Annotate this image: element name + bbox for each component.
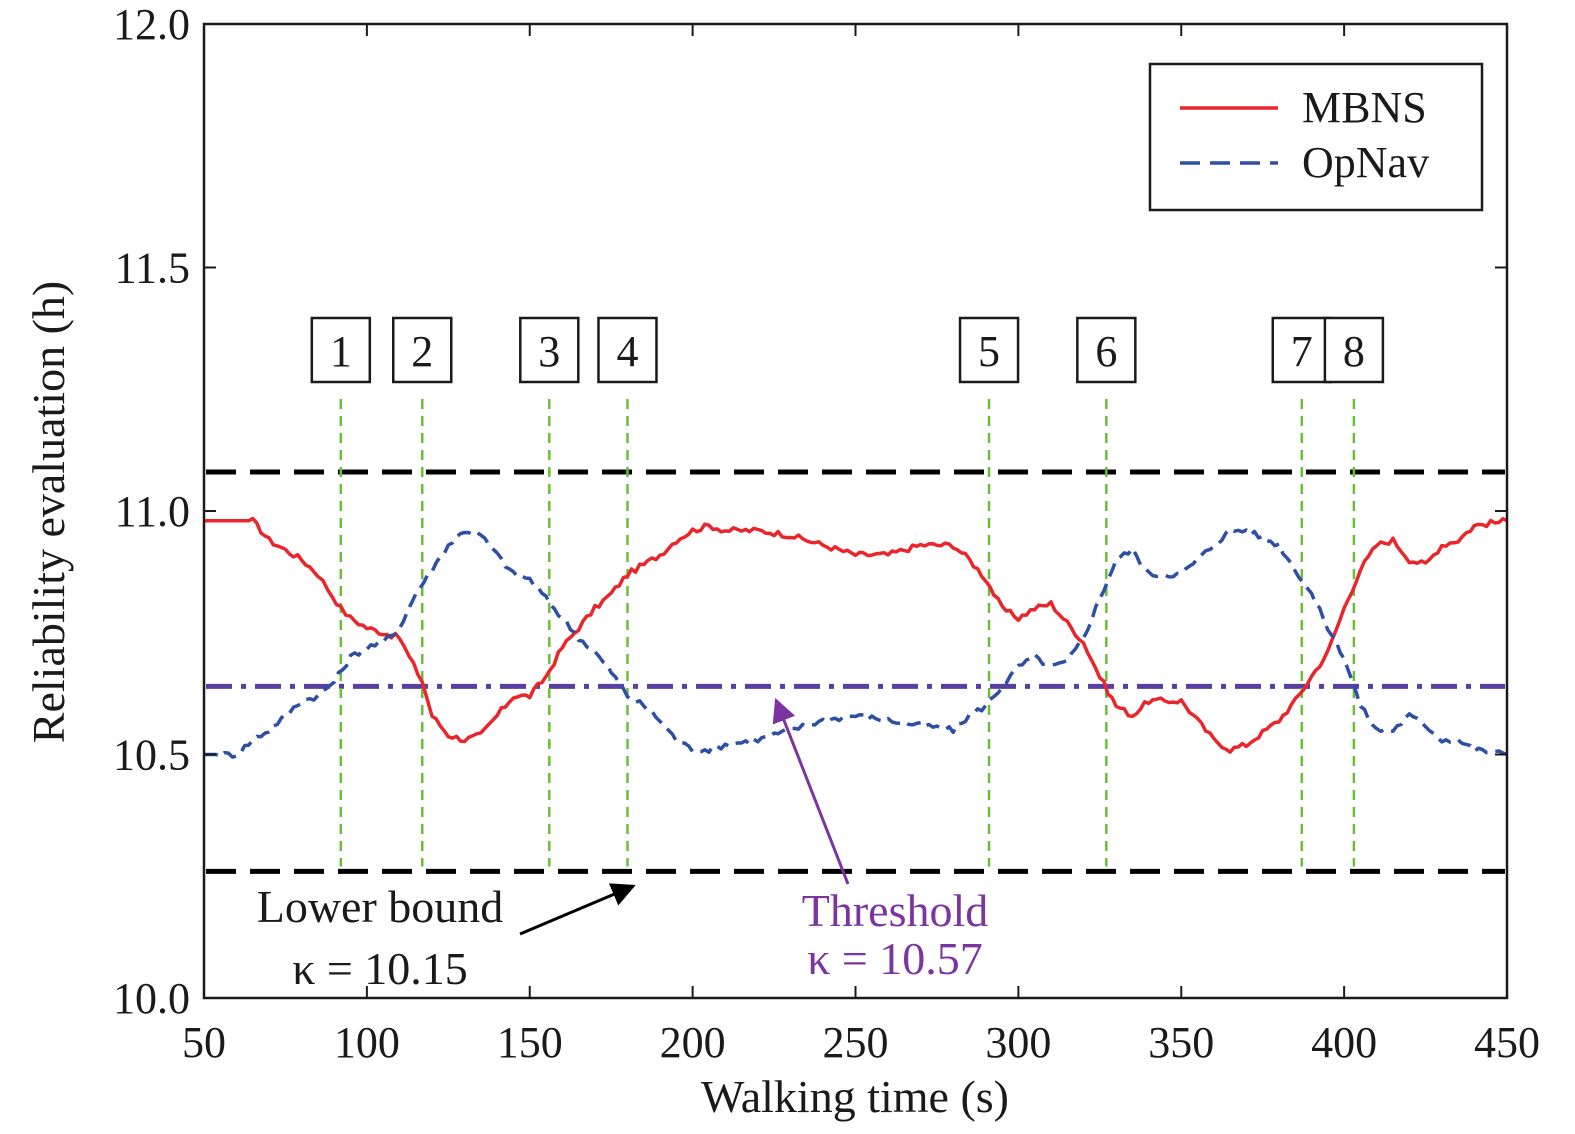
annotation-lower-bound-arrow xyxy=(519,883,636,936)
event-label-1: 1 xyxy=(330,327,352,376)
x-tick-label: 150 xyxy=(497,1018,563,1067)
event-box-1 xyxy=(310,316,372,384)
x-tick-label: 450 xyxy=(1474,1018,1540,1067)
x-axis-title: Walking time (s) xyxy=(701,1071,1009,1122)
annotation-lower-bound: Lower bound κ = 10.15 xyxy=(257,881,636,994)
y-tick-label: 12.0 xyxy=(113,0,190,49)
y-tick-label: 10.5 xyxy=(113,731,190,780)
x-tick-label: 400 xyxy=(1311,1018,1377,1067)
event-box-8 xyxy=(1323,316,1385,384)
series-layer xyxy=(204,516,1508,759)
event-box-7 xyxy=(1271,316,1333,384)
annotation-threshold-kappa: κ = 10.57 xyxy=(807,933,983,984)
x-tick-label: 300 xyxy=(985,1018,1051,1067)
event-label-3: 3 xyxy=(538,327,560,376)
x-tick-label: 350 xyxy=(1148,1018,1214,1067)
y-tick-label: 11.0 xyxy=(115,487,190,536)
event-box-2 xyxy=(392,316,453,384)
reference-lines xyxy=(206,469,1505,874)
annotation-threshold-title: Threshold xyxy=(802,885,989,936)
y-axis-title: Reliability evaluation (h) xyxy=(23,281,74,743)
legend-label-opnav: OpNav xyxy=(1302,138,1429,187)
annotation-threshold-arrow xyxy=(772,697,850,885)
event-label-6: 6 xyxy=(1095,327,1117,376)
event-label-7: 7 xyxy=(1291,327,1313,376)
y-tick-label: 10.0 xyxy=(113,974,190,1023)
x-axis-ticks: 50 100 150 200 250 300 350 400 450 xyxy=(182,24,1540,1067)
event-marker-lines xyxy=(339,398,1356,867)
legend-label-mbns: MBNS xyxy=(1302,83,1427,132)
event-box-6 xyxy=(1076,316,1137,384)
event-label-5: 5 xyxy=(978,327,1000,376)
event-label-2: 2 xyxy=(411,327,433,376)
event-box-3 xyxy=(519,316,580,384)
annotation-lower-bound-title: Lower bound xyxy=(257,881,504,932)
series-line-mbns xyxy=(204,516,1508,754)
x-tick-label: 50 xyxy=(182,1018,226,1067)
series-line-opnav xyxy=(204,527,1508,759)
y-tick-label: 11.5 xyxy=(115,244,190,293)
x-tick-label: 200 xyxy=(660,1018,726,1067)
annotation-lower-bound-kappa: κ = 10.15 xyxy=(292,943,468,994)
y-axis-ticks: 10.0 10.5 11.0 11.5 12.0 xyxy=(113,0,1507,1023)
legend: MBNS OpNav xyxy=(1148,62,1484,212)
event-box-5 xyxy=(958,316,1020,384)
annotation-threshold: Threshold κ = 10.57 xyxy=(772,697,989,984)
event-label-8: 8 xyxy=(1343,327,1365,376)
x-tick-label: 100 xyxy=(334,1018,400,1067)
event-label-4: 4 xyxy=(616,327,638,376)
event-box-4 xyxy=(597,316,658,384)
x-tick-label: 250 xyxy=(823,1018,889,1067)
legend-box xyxy=(1148,62,1484,212)
